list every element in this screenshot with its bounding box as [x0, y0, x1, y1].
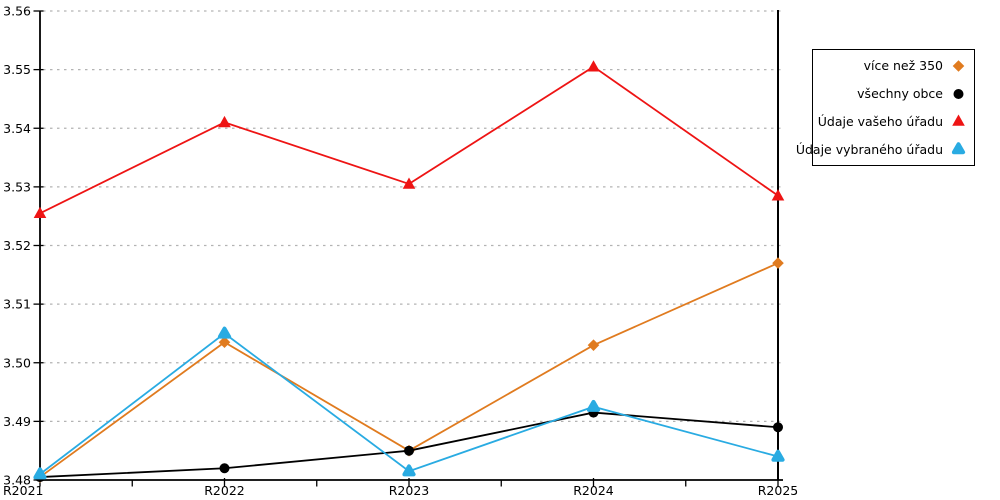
y-tick-label: 3.56	[3, 4, 31, 19]
data-point	[218, 115, 231, 128]
circle-marker-icon	[950, 86, 967, 102]
y-tick-label: 3.55	[3, 62, 31, 77]
data-point	[587, 60, 600, 72]
legend-marker-shape	[952, 114, 965, 127]
legend: více než 350 všechny obce Údaje vašeho ú…	[796, 49, 975, 166]
x-tick-label: R2023	[389, 483, 430, 498]
legend-item: Údaje vašeho úřadu	[817, 113, 967, 129]
x-tick-label: R2021	[3, 483, 44, 498]
axes	[39, 11, 783, 481]
legend-label: Údaje vašeho úřadu	[817, 113, 943, 129]
y-tick-label: 3.50	[3, 355, 31, 370]
y-tick-label: 3.48	[3, 473, 31, 488]
legend-label: Údaje vybraného úřadu	[795, 141, 943, 157]
data-point	[773, 422, 783, 433]
legend-label: všechny obce	[857, 86, 943, 102]
legend-label: více než 350	[863, 58, 943, 74]
data-point	[771, 449, 785, 462]
y-tick-label: 3.53	[3, 179, 31, 194]
y-tick-label: 3.49	[3, 414, 31, 429]
data-point	[771, 189, 785, 201]
data-point	[219, 463, 230, 474]
legend-item: všechny obce	[817, 86, 967, 102]
legend-marker-shape	[951, 142, 966, 155]
series-2	[33, 60, 785, 219]
y-tick-label: 3.51	[3, 297, 31, 312]
y-axis-ticks: 3.48 3.49 3.50 3.51 3.52 3.53 3.54 3.55 3.56	[3, 4, 44, 488]
series-line	[39, 65, 779, 215]
data-point	[218, 336, 231, 349]
x-tick-label: R2024	[573, 483, 614, 498]
triangle-marker-icon	[950, 113, 967, 129]
legend-marker-shape	[952, 60, 965, 72]
data-point	[586, 399, 601, 412]
series-3	[33, 326, 785, 480]
data-point	[402, 464, 416, 477]
data-point	[33, 467, 47, 480]
y-tick-label: 3.54	[3, 121, 31, 136]
data-point	[217, 326, 232, 339]
data-point	[587, 339, 600, 351]
x-tick-label: R2022	[204, 483, 245, 498]
data-point	[402, 177, 416, 189]
legend-item: více než 350	[817, 58, 967, 74]
data-point	[772, 257, 784, 269]
data-point	[404, 445, 414, 456]
legend-item: Údaje vybraného úřadu	[796, 141, 967, 157]
rounded-triangle-marker-icon	[950, 141, 967, 157]
x-tick-label: R2025	[758, 483, 799, 498]
legend-marker-shape	[953, 88, 964, 99]
diamond-marker-icon	[950, 58, 967, 74]
gridlines	[43, 10, 781, 422]
y-tick-label: 3.52	[3, 238, 31, 253]
data-point	[33, 206, 47, 219]
x-axis-ticks: R2021 R2022 R2023 R2024 R2025	[3, 478, 798, 498]
